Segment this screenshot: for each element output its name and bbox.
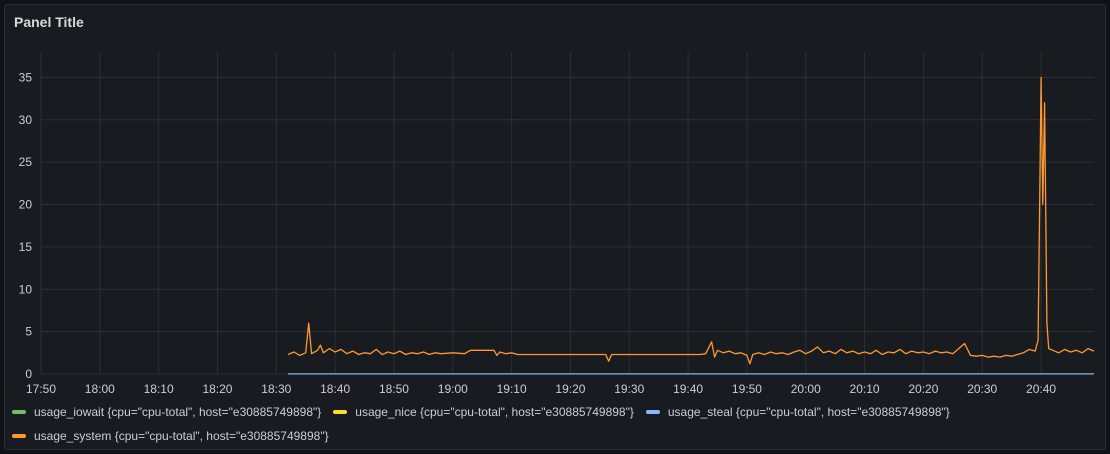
y-tick-label: 0	[25, 367, 32, 381]
chart-legend: usage_iowait {cpu="cpu-total", host="e30…	[12, 399, 1092, 447]
legend-swatch	[333, 410, 348, 414]
x-tick-label: 18:50	[379, 382, 409, 396]
y-tick-label: 35	[19, 70, 33, 84]
x-tick-label: 18:30	[261, 382, 291, 396]
y-tick-label: 5	[25, 325, 32, 339]
y-tick-label: 10	[19, 282, 33, 296]
x-tick-label: 18:00	[85, 382, 115, 396]
legend-label: usage_iowait {cpu="cpu-total", host="e30…	[34, 405, 322, 419]
legend-item[interactable]: usage_system {cpu="cpu-total", host="e30…	[12, 425, 329, 447]
legend-item[interactable]: usage_nice {cpu="cpu-total", host="e3088…	[333, 401, 634, 423]
x-tick-label: 17:50	[26, 382, 56, 396]
x-tick-label: 20:40	[1026, 382, 1056, 396]
y-tick-label: 20	[19, 198, 33, 212]
legend-item[interactable]: usage_iowait {cpu="cpu-total", host="e30…	[12, 401, 321, 423]
panel: Panel Title	[4, 4, 1106, 450]
x-tick-label: 20:20	[908, 382, 938, 396]
y-tick-label: 15	[19, 240, 33, 254]
y-tick-label: 25	[19, 155, 33, 169]
y-tick-label: 30	[19, 113, 33, 127]
x-tick-label: 20:30	[967, 382, 997, 396]
legend-item[interactable]: usage_steal {cpu="cpu-total", host="e308…	[645, 401, 950, 423]
legend-swatch	[12, 410, 26, 414]
legend-label: usage_steal {cpu="cpu-total", host="e308…	[667, 405, 950, 419]
legend-swatch	[12, 434, 26, 438]
legend-swatch	[645, 410, 660, 414]
legend-label: usage_nice {cpu="cpu-total", host="e3088…	[355, 405, 634, 419]
series-line-4	[287, 76, 1095, 365]
legend-label: usage_system {cpu="cpu-total", host="e30…	[34, 429, 329, 443]
panel-title[interactable]: Panel Title	[14, 14, 84, 30]
x-tick-label: 18:20	[202, 382, 232, 396]
x-tick-label: 18:40	[320, 382, 350, 396]
x-tick-label: 19:10	[497, 382, 527, 396]
x-tick-label: 19:00	[438, 382, 468, 396]
x-tick-label: 18:10	[144, 382, 174, 396]
x-tick-label: 19:20	[555, 382, 585, 396]
x-tick-label: 20:00	[791, 382, 821, 396]
x-tick-label: 19:30	[614, 382, 644, 396]
x-tick-label: 20:10	[850, 382, 880, 396]
x-tick-label: 19:50	[732, 382, 762, 396]
x-tick-label: 19:40	[673, 382, 703, 396]
